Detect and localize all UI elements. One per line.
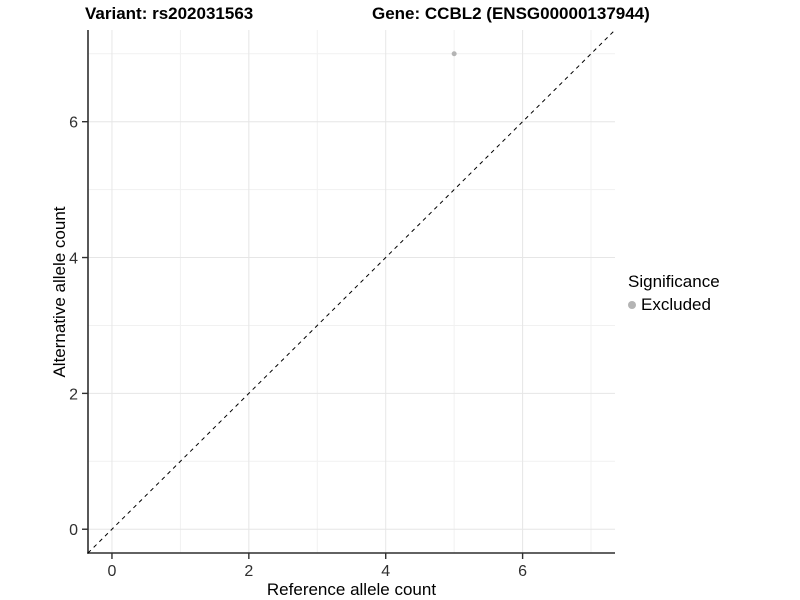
legend-item-excluded: Excluded [628, 295, 720, 315]
y-tick-label: 0 [69, 522, 78, 539]
x-axis-title: Reference allele count [266, 580, 437, 599]
x-tick-label: 6 [518, 563, 527, 580]
plot-title-gene: Gene: CCBL2 (ENSG00000137944) [372, 4, 650, 23]
x-tick-label: 2 [244, 563, 253, 580]
legend-point-icon [628, 301, 636, 309]
identity-dashed-line [87, 29, 616, 554]
y-tick-label: 4 [69, 251, 78, 268]
y-tick-label: 2 [69, 386, 78, 403]
legend-item-label: Excluded [641, 295, 711, 314]
y-axis-title: Alternative allele count [50, 206, 69, 378]
x-tick-label: 0 [108, 563, 117, 580]
x-tick-label: 4 [381, 563, 390, 580]
legend: Significance Excluded [628, 272, 720, 315]
data-point [451, 51, 457, 57]
plot-title-variant: Variant: rs202031563 [85, 4, 254, 23]
legend-title: Significance [628, 272, 720, 291]
y-tick-label: 6 [69, 115, 78, 132]
